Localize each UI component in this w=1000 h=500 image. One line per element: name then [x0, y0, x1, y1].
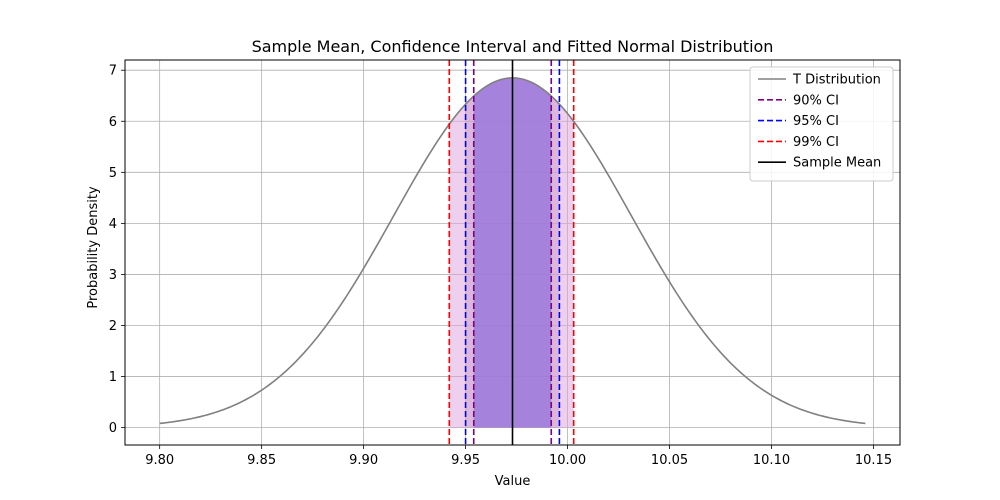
legend-label-90-ci: 90% CI — [793, 93, 839, 108]
y-tick-label-5: 5 — [109, 166, 117, 181]
legend-label-95-ci: 95% CI — [793, 114, 839, 129]
x-tick-label-7: 10.15 — [855, 453, 892, 468]
legend-label-t-distribution: T Distribution — [792, 73, 881, 88]
x-tick-label-1: 9.85 — [247, 453, 276, 468]
lines — [159, 60, 866, 445]
legend-box — [749, 66, 894, 182]
chart-title: Sample Mean, Confidence Interval and Fit… — [252, 37, 774, 56]
y-tick-label-6: 6 — [109, 115, 117, 130]
x-tick-label-0: 9.80 — [145, 453, 174, 468]
x-tick-label-5: 10.05 — [651, 453, 688, 468]
legend-label-99-ci: 99% CI — [793, 135, 839, 150]
legend: T Distribution 90% CI 95% CI 99% CI Sample M… — [749, 66, 894, 182]
y-tick-label-7: 7 — [109, 64, 117, 79]
x-axis-label: Value — [495, 474, 531, 489]
plot-frame — [124, 59, 901, 446]
x-tick-label-4: 10.00 — [549, 453, 586, 468]
ticks: 9.80 9.85 9.90 9.95 10.00 10.05 10.10 10.15 0 1 2 3… — [109, 64, 892, 468]
x-tick-label-3: 9.95 — [451, 453, 480, 468]
y-tick-label-1: 1 — [109, 370, 117, 385]
y-tick-label-0: 0 — [109, 421, 117, 436]
legend-label-sample-mean: Sample Mean — [793, 156, 881, 171]
ci-fills — [449, 77, 574, 428]
x-tick-label-2: 9.90 — [349, 453, 378, 468]
y-axis-label: Probability Density — [86, 186, 101, 309]
y-tick-label-2: 2 — [109, 319, 117, 334]
y-tick-label-4: 4 — [109, 217, 117, 232]
x-tick-label-6: 10.10 — [753, 453, 790, 468]
y-tick-label-3: 3 — [109, 268, 117, 283]
